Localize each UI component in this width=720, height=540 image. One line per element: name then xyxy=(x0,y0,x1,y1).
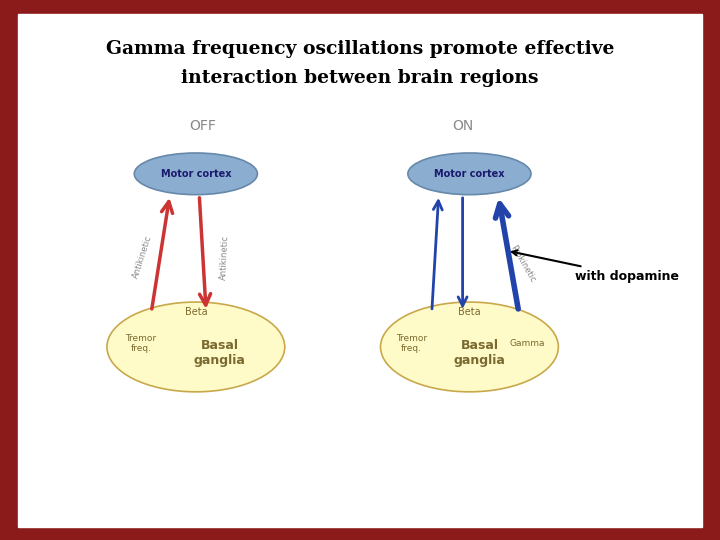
Text: Basal
ganglia: Basal ganglia xyxy=(454,339,505,367)
Ellipse shape xyxy=(135,153,258,194)
Text: Tremor
freq.: Tremor freq. xyxy=(396,334,427,354)
Text: Prokinetic: Prokinetic xyxy=(508,244,537,284)
Text: Tremor
freq.: Tremor freq. xyxy=(125,334,157,354)
Text: Gamma: Gamma xyxy=(510,339,545,348)
Text: Basal
ganglia: Basal ganglia xyxy=(194,339,246,367)
Text: with dopamine: with dopamine xyxy=(512,251,680,282)
Text: Motor cortex: Motor cortex xyxy=(434,169,505,179)
Ellipse shape xyxy=(408,153,531,194)
Ellipse shape xyxy=(107,302,285,392)
Ellipse shape xyxy=(380,302,559,392)
Text: interaction between brain regions: interaction between brain regions xyxy=(181,69,539,86)
Text: ON: ON xyxy=(452,119,473,133)
Text: Antikinetic: Antikinetic xyxy=(219,234,230,280)
Text: OFF: OFF xyxy=(189,119,216,133)
Text: Motor cortex: Motor cortex xyxy=(161,169,231,179)
Text: Beta: Beta xyxy=(458,307,481,316)
Text: Beta: Beta xyxy=(184,307,207,316)
Text: Antikinetic: Antikinetic xyxy=(131,234,153,280)
Text: Gamma frequency oscillations promote effective: Gamma frequency oscillations promote eff… xyxy=(106,40,614,58)
